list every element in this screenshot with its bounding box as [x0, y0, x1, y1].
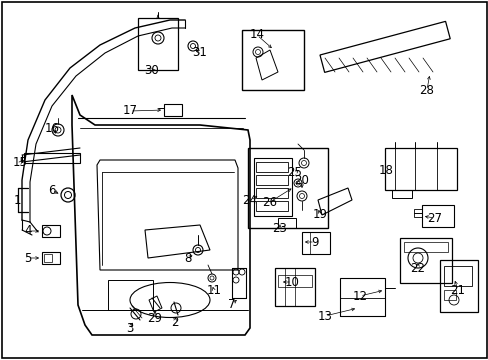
Bar: [443, 290, 455, 300]
Text: 3: 3: [126, 321, 133, 334]
Text: 8: 8: [184, 252, 191, 265]
Bar: [399, 238, 451, 283]
Text: 5: 5: [24, 252, 32, 265]
Text: 10: 10: [284, 275, 299, 288]
Bar: [253, 158, 291, 216]
Text: 26: 26: [262, 195, 277, 208]
Bar: [391, 190, 411, 198]
Text: 6: 6: [48, 184, 56, 197]
Bar: [256, 162, 287, 172]
Bar: [163, 104, 182, 116]
Text: 23: 23: [272, 221, 287, 234]
Text: 7: 7: [228, 297, 235, 310]
Bar: [256, 188, 287, 198]
Text: 30: 30: [144, 63, 159, 77]
Bar: [339, 298, 384, 316]
Bar: [247, 148, 327, 228]
Bar: [24, 153, 80, 163]
Text: 13: 13: [317, 310, 332, 323]
Bar: [421, 205, 453, 227]
Text: 16: 16: [44, 122, 60, 135]
Text: 1: 1: [13, 194, 20, 207]
Text: 9: 9: [311, 235, 318, 248]
Bar: [302, 232, 329, 254]
Text: 24: 24: [242, 194, 257, 207]
Text: 12: 12: [352, 289, 367, 302]
Text: 22: 22: [409, 261, 425, 274]
Text: 28: 28: [419, 84, 433, 96]
Bar: [42, 252, 60, 264]
Text: 20: 20: [294, 174, 309, 186]
Bar: [42, 225, 60, 237]
Text: 31: 31: [192, 45, 207, 58]
Text: 19: 19: [312, 208, 327, 221]
Text: 21: 21: [449, 284, 465, 297]
Text: 25: 25: [287, 166, 302, 180]
Bar: [384, 148, 456, 190]
Text: 15: 15: [13, 157, 27, 170]
Text: 11: 11: [206, 284, 221, 297]
Bar: [242, 30, 304, 90]
Bar: [256, 201, 287, 211]
Bar: [274, 268, 314, 306]
Text: 18: 18: [378, 163, 393, 176]
Text: 17: 17: [122, 104, 137, 117]
Bar: [319, 21, 449, 72]
Bar: [138, 18, 178, 70]
Text: 2: 2: [171, 315, 179, 328]
Bar: [108, 280, 153, 310]
Bar: [278, 275, 311, 287]
Bar: [413, 209, 421, 217]
Text: 29: 29: [147, 311, 162, 324]
Bar: [256, 175, 287, 185]
Text: 27: 27: [427, 211, 442, 225]
Bar: [439, 260, 477, 312]
Bar: [278, 218, 295, 228]
Bar: [403, 242, 447, 252]
Bar: [44, 254, 52, 262]
Text: 4: 4: [24, 225, 32, 238]
Bar: [339, 278, 384, 316]
Bar: [443, 266, 471, 286]
Text: 14: 14: [249, 28, 264, 41]
